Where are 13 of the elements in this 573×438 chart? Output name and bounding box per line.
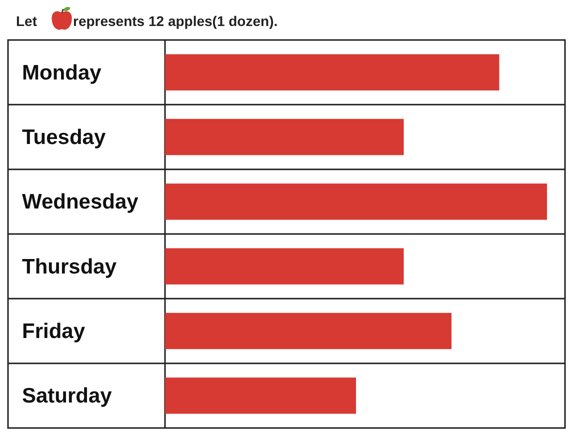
bar [165, 312, 452, 350]
y-tick-label: Monday [22, 61, 102, 84]
bar [165, 118, 404, 156]
bar [165, 184, 547, 220]
bar [165, 378, 356, 414]
chart-title: Let represents 12 apples(1 dozen). [16, 13, 278, 29]
bar [165, 248, 404, 284]
y-tick-label: Thursday [22, 255, 117, 278]
bar [165, 54, 500, 90]
y-tick-label: Tuesday [22, 126, 106, 149]
y-tick-label: Friday [22, 320, 86, 343]
y-tick-label: Wednesday [22, 190, 139, 214]
y-tick-label: Saturday [22, 384, 112, 408]
